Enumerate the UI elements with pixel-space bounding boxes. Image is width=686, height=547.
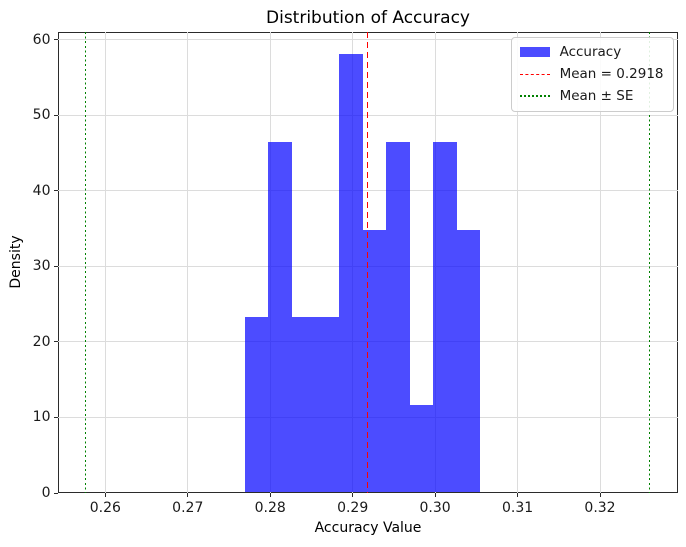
histogram-bar	[267, 141, 292, 492]
legend-label-accuracy: Accuracy	[559, 44, 622, 60]
y-tick-mark	[53, 114, 58, 116]
legend-item-se: Mean ± SE	[519, 88, 664, 105]
y-tick-label: 0	[41, 485, 51, 501]
y-tick-mark	[53, 265, 58, 267]
y-tick-label: 10	[32, 409, 51, 426]
x-tick-label: 0.28	[254, 500, 286, 516]
histogram-bar	[457, 229, 481, 492]
plot-area: Accuracy Mean = 0.2918 Mean ± SE	[57, 32, 678, 493]
histogram-bar	[409, 405, 434, 492]
x-tick-label: 0.27	[172, 500, 204, 516]
mean-line	[366, 32, 369, 493]
legend-swatch-accuracy	[519, 47, 550, 58]
x-tick-label: 0.29	[337, 500, 369, 516]
histogram-bar	[244, 317, 268, 492]
y-tick-label: 60	[32, 31, 51, 48]
gridline-vertical	[599, 32, 601, 493]
y-tick-mark	[53, 190, 58, 192]
y-tick-label: 40	[32, 182, 51, 199]
y-tick-label: 30	[32, 258, 51, 275]
bars-layer	[58, 32, 678, 493]
gridline-vertical	[104, 32, 106, 493]
x-tick-mark	[104, 493, 106, 497]
y-tick-mark	[53, 341, 58, 343]
histogram-bar	[315, 317, 339, 492]
x-tick-mark	[599, 493, 601, 497]
x-tick-mark	[434, 493, 436, 497]
histogram-bar	[291, 317, 316, 492]
x-tick-mark	[517, 493, 519, 497]
reference-lines-layer	[58, 32, 678, 493]
chart-title: Distribution of Accuracy	[266, 8, 470, 28]
gridline-vertical	[517, 32, 519, 493]
x-tick-label: 0.32	[584, 500, 616, 516]
x-tick-mark	[269, 493, 271, 497]
x-tick-label: 0.30	[419, 500, 451, 516]
y-tick-mark	[53, 416, 58, 418]
legend-item-mean: Mean = 0.2918	[519, 66, 664, 83]
legend-item-accuracy: Accuracy	[519, 44, 664, 60]
histogram-bar	[362, 229, 387, 492]
legend-label-mean: Mean = 0.2918	[559, 66, 664, 83]
x-axis-label: Accuracy Value	[314, 520, 422, 536]
histogram-bar	[338, 53, 363, 492]
y-tick-mark	[53, 39, 58, 41]
y-tick-label: 50	[32, 107, 51, 124]
histogram-bar	[433, 141, 458, 492]
x-tick-label: 0.26	[89, 500, 121, 516]
legend-swatch-mean-dashed-line	[519, 73, 550, 75]
x-tick-mark	[187, 493, 189, 497]
y-tick-mark	[53, 492, 58, 494]
gridline-vertical	[187, 32, 189, 493]
se-line	[84, 32, 87, 493]
y-tick-label: 20	[32, 333, 51, 350]
legend-label-se: Mean ± SE	[559, 88, 634, 105]
x-tick-label: 0.31	[501, 500, 534, 516]
histogram-bar	[386, 141, 410, 492]
legend-swatch-se-dotted-line	[519, 95, 550, 98]
x-tick-mark	[352, 493, 354, 497]
legend: Accuracy Mean = 0.2918 Mean ± SE	[510, 37, 674, 112]
se-line	[648, 32, 651, 493]
